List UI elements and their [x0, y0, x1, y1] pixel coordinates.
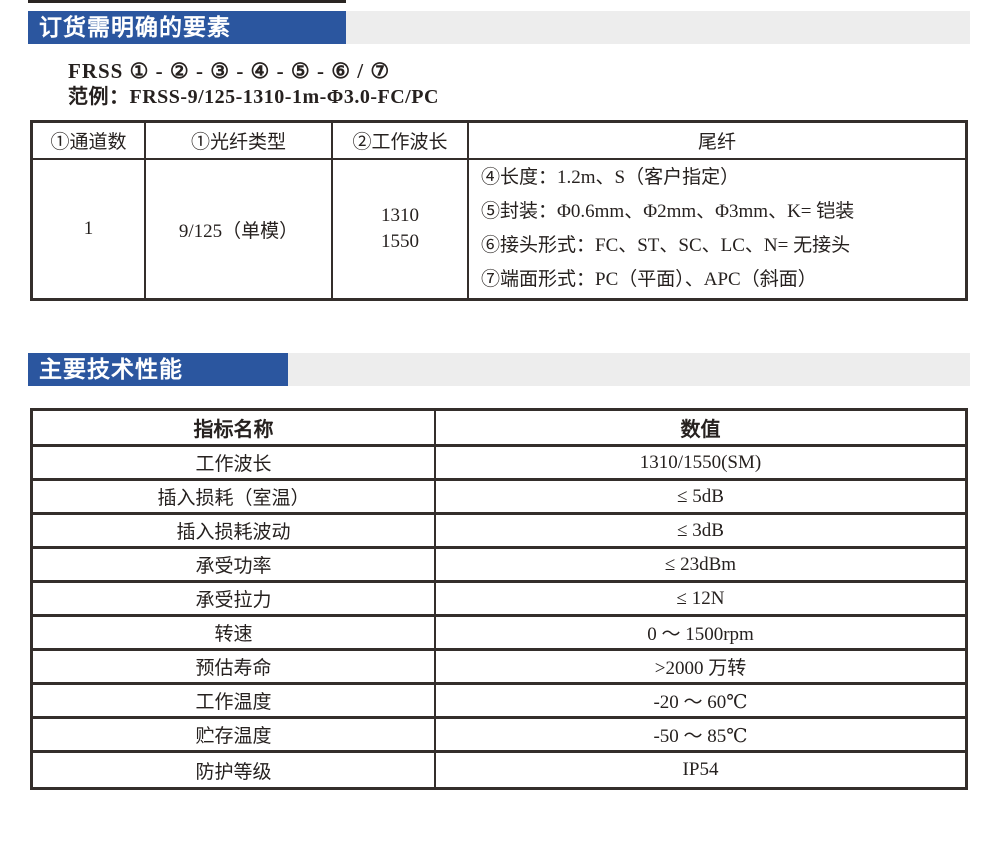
order-table-cell-pigtail: ④长度：1.2m、S（客户指定） ⑤封装：Φ0.6mm、Φ2mm、Φ3mm、K=… — [469, 160, 965, 298]
spec-name-label: 插入损耗（室温） — [33, 481, 436, 512]
spec-value-text: -50 ～ 85℃ — [653, 726, 748, 747]
pigtail-connector-line: ⑥接头形式：FC、ST、SC、LC、N= 无接头 — [481, 235, 851, 256]
page-top-rule — [28, 0, 346, 3]
order-code-example: 范例：FRSS-9/125-1310-1m-Φ3.0-FC/PC — [68, 86, 439, 108]
spec-row-protection-rating: 防护等级 IP54 — [33, 753, 965, 787]
section-header-ordering: 订货需明确的要素 — [28, 11, 970, 44]
spec-row-lifetime: 预估寿命 >2000 万转 — [33, 651, 965, 685]
spec-row-loss-variation: 插入损耗波动 ≤ 3dB — [33, 515, 965, 549]
spec-value-text: -20 ～ 60℃ — [653, 692, 748, 713]
pigtail-endface-line: ⑦端面形式：PC（平面）、APC（斜面） — [481, 269, 817, 290]
spec-value-text: ≤ 5dB — [677, 485, 724, 507]
spec-row-storage-temperature: 贮存温度 -50 ～ 85℃ — [33, 719, 965, 753]
spec-row-operating-temperature: 工作温度 -20 ～ 60℃ — [33, 685, 965, 719]
wavelength-1550: 1550 — [381, 231, 419, 252]
spec-row-power-handling: 承受功率 ≤ 23dBm — [33, 549, 965, 583]
order-code-pattern: FRSS ① - ② - ③ - ④ - ⑤ - ⑥ / ⑦ — [68, 59, 391, 83]
order-table-cell-wavelength: 1310 1550 — [333, 160, 469, 298]
spec-value-text: ≤ 3dB — [677, 519, 724, 541]
spec-name-label: 工作温度 — [33, 685, 436, 716]
spec-row-rotation-speed: 转速 0 ～ 1500rpm — [33, 617, 965, 651]
spec-row-insertion-loss: 插入损耗（室温） ≤ 5dB — [33, 481, 965, 515]
spec-name-label: 工作波长 — [33, 447, 436, 478]
spec-row-tensile-force: 承受拉力 ≤ 12N — [33, 583, 965, 617]
spec-value-text: 0 ～ 1500rpm — [647, 624, 754, 645]
spec-value-text: ≤ 23dBm — [664, 553, 737, 575]
spec-table-header-row: 指标名称 数值 — [33, 411, 965, 447]
pigtail-packaging-line: ⑤封装：Φ0.6mm、Φ2mm、Φ3mm、K= 铠装 — [481, 201, 855, 222]
ordering-code-block: FRSS ① - ② - ③ - ④ - ⑤ - ⑥ / ⑦ 范例：FRSS-9… — [68, 58, 439, 110]
spec-table: 指标名称 数值 工作波长 1310/1550(SM) 插入损耗（室温） ≤ 5d… — [30, 408, 968, 790]
spec-header-name: 指标名称 — [33, 411, 436, 444]
spec-value-text: IP54 — [682, 759, 719, 780]
section-header-performance: 主要技术性能 — [28, 353, 970, 386]
pigtail-length-line: ④长度：1.2m、S（客户指定） — [481, 167, 740, 188]
spec-header-value: 数值 — [680, 419, 721, 441]
spec-value-text: >2000 万转 — [654, 658, 747, 679]
order-table-cell-fiber-type: 9/125（单模） — [146, 160, 333, 298]
order-table-header-fiber-type: ①光纤类型 — [146, 123, 333, 160]
wavelength-1310: 1310 — [381, 205, 419, 226]
spec-name-label: 预估寿命 — [33, 651, 436, 682]
spec-value-text: ≤ 12N — [676, 587, 725, 609]
order-table-cell-channels: 1 — [33, 160, 146, 298]
spec-name-label: 转速 — [33, 617, 436, 648]
order-table-header-wavelength: ②工作波长 — [333, 123, 469, 160]
spec-name-label: 防护等级 — [33, 753, 436, 787]
spec-name-label: 贮存温度 — [33, 719, 436, 750]
spec-name-label: 插入损耗波动 — [33, 515, 436, 546]
order-table-header-pigtail: 尾纤 — [469, 123, 965, 160]
spec-row-wavelength: 工作波长 1310/1550(SM) — [33, 447, 965, 481]
order-table: ①通道数 ①光纤类型 ②工作波长 尾纤 1 9/125（单模） 1310 155… — [30, 120, 968, 301]
section-title-ordering: 订货需明确的要素 — [28, 11, 346, 44]
order-table-header-channels: ①通道数 — [33, 123, 146, 160]
spec-name-label: 承受拉力 — [33, 583, 436, 614]
spec-value-text: 1310/1550(SM) — [639, 451, 762, 473]
spec-name-label: 承受功率 — [33, 549, 436, 580]
section-title-performance: 主要技术性能 — [28, 353, 288, 386]
